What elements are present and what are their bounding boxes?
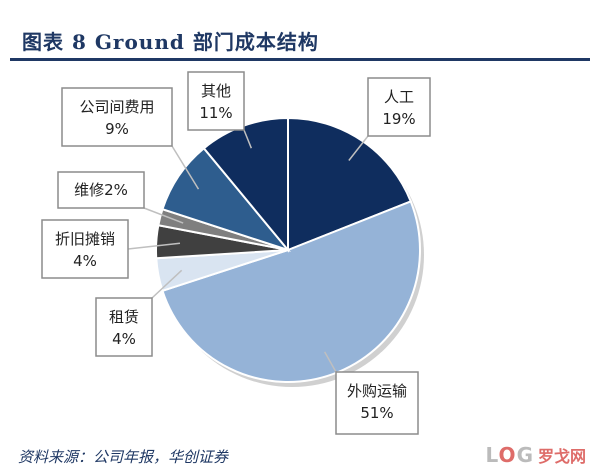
pie-chart-svg: 人工 19% 外购运输 51% 租赁 4% 折旧摊销 4% 维修2% 公司间费用 9% 其他 11% — [41, 71, 431, 435]
slice-value-0: 19% — [382, 110, 415, 128]
callout-leader-0 — [348, 135, 369, 161]
pie-chart: 人工 19% 外购运输 51% 租赁 4% 折旧摊销 4% 维修2% 公司间费用 9% 其他 11% — [0, 60, 600, 440]
slice-label-0: 人工 — [384, 88, 414, 106]
callout-leader-1 — [324, 351, 337, 373]
slice-value-2: 4% — [112, 330, 136, 348]
callout-box-4 — [57, 171, 145, 209]
watermark-logo: LOG — [485, 443, 534, 467]
pie-slice-0 — [287, 116, 413, 252]
slice-label-6: 其他 — [201, 82, 231, 100]
slice-label-2: 租赁 — [109, 308, 139, 326]
watermark: LOG 罗戈网 — [486, 443, 586, 467]
watermark-text: 罗戈网 — [537, 447, 586, 466]
slice-label-1: 外购运输 — [347, 382, 407, 400]
callout-leader-2 — [151, 269, 183, 299]
callout-box-0 — [367, 77, 431, 137]
slice-value-1: 51% — [360, 404, 393, 422]
callout-box-1 — [335, 371, 419, 435]
slice-label-3: 折旧摊销 — [55, 230, 115, 248]
slice-value-3: 4% — [73, 252, 97, 270]
callout-box-5 — [61, 87, 173, 147]
slice-value-5: 9% — [105, 120, 129, 138]
slice-value-6: 11% — [199, 104, 232, 122]
slice-label-4: 维修2% — [74, 181, 128, 199]
callout-leader-3 — [127, 242, 181, 250]
figure-title: 图表 8 Ground 部门成本结构 — [22, 30, 319, 54]
callout-leader-6 — [243, 129, 253, 149]
figure-header: 图表 8 Ground 部门成本结构 — [10, 18, 590, 61]
source-note: 资料来源：公司年报，华创证券 — [18, 448, 229, 466]
pie-slice-1 — [161, 200, 421, 383]
slice-label-5: 公司间费用 — [79, 98, 154, 116]
callout-box-3 — [41, 219, 129, 279]
callout-box-2 — [95, 297, 153, 357]
title-rule — [10, 58, 590, 61]
callout-leader-4 — [143, 207, 184, 224]
callout-box-6 — [187, 71, 245, 131]
callout-leader-5 — [171, 145, 200, 190]
